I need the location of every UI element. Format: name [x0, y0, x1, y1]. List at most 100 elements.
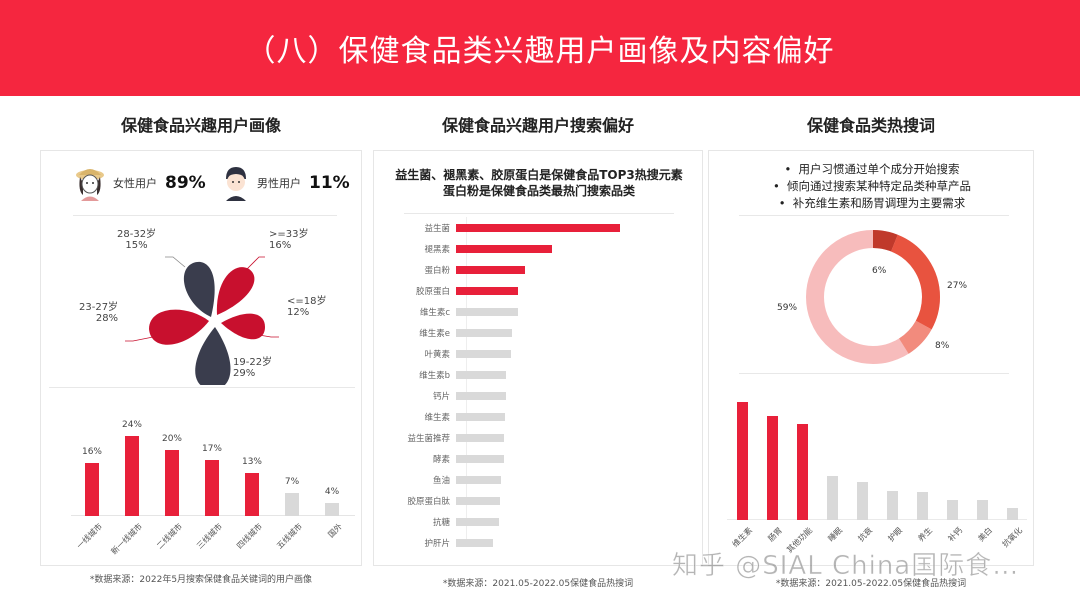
bar-value: 13% [241, 457, 262, 467]
bar-value: 24% [121, 420, 142, 430]
age-label-19-22: 19-22岁 29% [233, 357, 272, 379]
male-user-label: 男性用户 [257, 177, 301, 190]
bar-tier4 [245, 473, 259, 516]
bar [456, 518, 499, 526]
bullet-icon: • [784, 162, 792, 176]
bar [737, 402, 748, 520]
hbar-row: 益生菌推荐 [374, 429, 504, 447]
bar-label: 胶原蛋白肽 [407, 497, 450, 507]
age-range: >=33岁 [269, 229, 309, 240]
bar [456, 287, 518, 295]
donut-label: 27% [947, 281, 968, 291]
female-user-percentage: 89% [165, 173, 206, 193]
age-label-under-18: <=18岁 12% [287, 296, 326, 318]
bar [887, 491, 898, 520]
bar-tier2 [165, 450, 179, 516]
bar-label: 蛋白粉 [424, 266, 450, 276]
age-percentage: 29% [233, 368, 256, 379]
hbar-row: 蛋白粉 [374, 261, 525, 279]
bar [456, 413, 505, 421]
bar-value: 17% [201, 444, 222, 454]
bar-label: 维生素 [424, 413, 450, 423]
bar-tier3 [205, 460, 219, 516]
hot-search-panel: • 用户习惯通过单个成分开始搜索 • 倾向通过搜索某种特定品类种草产品 • 补充… [708, 150, 1034, 566]
bullet-icon: • [772, 179, 780, 193]
female-user-icon [76, 169, 104, 201]
bar [1007, 508, 1018, 520]
male-user-percentage: 11% [309, 173, 350, 193]
column-title-search-preference: 保健食品兴趣用户搜索偏好 [441, 116, 634, 135]
bar-label: 护肝片 [424, 539, 450, 549]
hbar-row: 钙片 [374, 387, 506, 405]
bar-label: 叶黄素 [424, 350, 450, 360]
insight-item: • 倾向通过搜索某种特定品类种草产品 [709, 178, 1035, 195]
insight-item: • 补充维生素和肠胃调理为主要需求 [709, 195, 1035, 212]
bar-value: 4% [324, 487, 340, 497]
insight-text: 倾向通过搜索某种特定品类种草产品 [787, 179, 972, 193]
divider [73, 215, 337, 216]
bar-label: 抗糖 [432, 518, 450, 528]
bar [797, 424, 808, 520]
bar-label: 鱼油 [432, 476, 450, 486]
divider [49, 387, 355, 388]
hbar-row: 胶原蛋白 [374, 282, 518, 300]
age-percentage: 16% [269, 240, 292, 251]
page-title: （八）保健食品类兴趣用户画像及内容偏好 [245, 34, 835, 69]
female-user-stat: 女性用户 89% [73, 165, 206, 201]
bar-value: 7% [284, 477, 300, 487]
bar [456, 476, 501, 484]
hbar-row: 褪黑素 [374, 240, 552, 258]
bar-label: 褪黑素 [424, 245, 450, 255]
data-source-note: *数据来源：2022年5月搜索保健食品关键词的用户画像 [89, 575, 313, 585]
age-label-23-27: 23-27岁 28% [79, 302, 118, 324]
bar [917, 492, 928, 520]
data-source-note: *数据来源：2021.05-2022.05保健食品热搜词 [442, 579, 634, 589]
hbar-row: 维生素e [374, 324, 512, 342]
bar-label: 维生素c [419, 308, 450, 318]
bar [456, 329, 512, 337]
y-axis [466, 217, 467, 547]
hbar-row: 叶黄素 [374, 345, 511, 363]
page-header: （八）保健食品类兴趣用户画像及内容偏好 [0, 0, 1080, 96]
bar-new-tier1 [125, 436, 139, 516]
insight-text: 补充维生素和肠胃调理为主要需求 [792, 196, 966, 210]
bar [456, 455, 504, 463]
bar [456, 392, 506, 400]
divider [404, 213, 674, 214]
male-user-stat: 男性用户 11% [221, 165, 350, 201]
bar-label: 胶原蛋白 [415, 287, 450, 297]
insight-text: 用户习惯通过单个成分开始搜索 [798, 162, 960, 176]
age-petal-chart [125, 256, 279, 385]
age-percentage: 15% [125, 240, 148, 251]
hbar-row: 维生素c [374, 303, 518, 321]
bar [456, 308, 518, 316]
heading-line-1: 益生菌、褪黑素、胶原蛋白是保健食品TOP3热搜元素 [395, 168, 683, 182]
hbar-row: 胶原蛋白肽 [374, 492, 500, 510]
x-axis [727, 519, 1027, 520]
divider [739, 215, 1009, 216]
divider [739, 373, 1009, 374]
user-profile-panel: 女性用户 89% 男性用户 11% [40, 150, 362, 566]
bar [456, 245, 552, 253]
hbar-row: 益生菌 [374, 219, 620, 237]
hbar-row: 护肝片 [374, 534, 493, 552]
age-range: 28-32岁 [117, 229, 157, 240]
age-range: 19-22岁 [233, 357, 273, 368]
male-user-icon [226, 167, 246, 201]
age-range: 23-27岁 [79, 302, 119, 313]
hbar-row: 酵素 [374, 450, 504, 468]
bar-tier5 [285, 493, 299, 516]
donut-label: 8% [935, 341, 950, 351]
bar-value: 16% [81, 447, 102, 457]
age-label-33-plus: >=33岁 16% [269, 229, 308, 251]
bullet-icon: • [778, 196, 786, 210]
search-preference-panel: 益生菌、褪黑素、胶原蛋白是保健食品TOP3热搜元素 蛋白粉是保健食品类最热门搜索… [373, 150, 703, 566]
city-tier-bar-chart: 16% 24% 20% 17% 13% 7% 4% [41, 401, 363, 516]
bar [456, 350, 511, 358]
search-preference-heading: 益生菌、褪黑素、胶原蛋白是保健食品TOP3热搜元素 蛋白粉是保健食品类最热门搜索… [374, 167, 704, 199]
hbar-row: 维生素b [374, 366, 506, 384]
bar-label: 益生菌推荐 [407, 434, 450, 444]
column-title-hot-search: 保健食品类热搜词 [806, 116, 935, 135]
age-percentage: 28% [95, 313, 119, 324]
hbar-row: 抗糖 [374, 513, 499, 531]
